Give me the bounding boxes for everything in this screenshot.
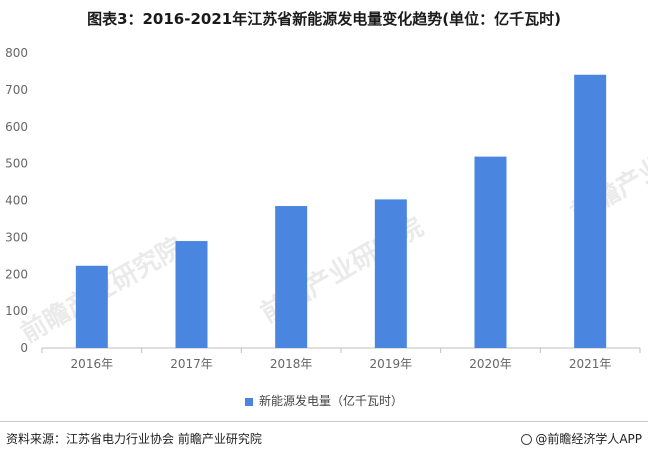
y-tick-label: 0 — [20, 341, 28, 355]
legend: 新能源发电量（亿千瓦时） — [0, 392, 648, 409]
brand-logo-icon — [521, 434, 533, 445]
x-tick-label: 2021年 — [569, 357, 612, 371]
y-tick-label: 700 — [5, 83, 28, 97]
x-tick-label: 2017年 — [170, 357, 213, 371]
bar — [175, 241, 208, 348]
x-tick-label: 2016年 — [71, 357, 114, 371]
brand-credit: @前瞻经济学人APP — [521, 430, 642, 447]
bar — [574, 74, 607, 348]
x-tick-label: 2018年 — [270, 357, 313, 371]
legend-swatch — [244, 397, 253, 406]
x-tick-label: 2020年 — [469, 357, 512, 371]
source-note: 资料来源：江苏省电力行业协会 前瞻产业研究院 — [6, 432, 262, 446]
y-tick-label: 500 — [5, 157, 28, 171]
chart-title: 图表3：2016-2021年江苏省新能源发电量变化趋势(单位：亿千瓦时) — [87, 10, 561, 28]
y-tick-label: 600 — [5, 120, 28, 134]
bar — [275, 206, 308, 348]
legend-label: 新能源发电量（亿千瓦时） — [258, 394, 403, 408]
bar — [474, 156, 507, 348]
x-tick-label: 2019年 — [370, 357, 413, 371]
y-tick-label: 400 — [5, 194, 28, 208]
bar — [374, 199, 407, 348]
y-tick-label: 800 — [5, 46, 28, 60]
footer-divider — [0, 421, 648, 422]
bar-chart: 0 100 200 300 400 500 600 700 800 2016年 2017年 2018年… — [5, 46, 641, 371]
bar — [75, 265, 108, 348]
y-tick-label: 200 — [5, 267, 28, 281]
y-tick-label: 300 — [5, 230, 28, 244]
brand-label: @前瞻经济学人APP — [535, 432, 642, 446]
y-tick-label: 100 — [5, 304, 28, 318]
